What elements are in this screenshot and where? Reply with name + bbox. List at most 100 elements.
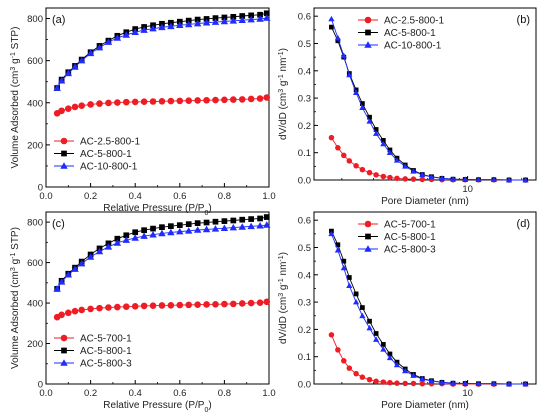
data-point bbox=[335, 242, 341, 248]
data-point bbox=[346, 275, 352, 280]
x-tick-label: 0.6 bbox=[173, 388, 186, 399]
data-point bbox=[359, 374, 366, 380]
data-point bbox=[353, 89, 360, 95]
data-point bbox=[419, 171, 426, 178]
data-point bbox=[203, 96, 210, 104]
data-point bbox=[366, 169, 373, 176]
data-point bbox=[353, 370, 359, 377]
data-point bbox=[247, 95, 255, 103]
y-axis-label: dV/dD (cm3 g-1 nm-1) bbox=[278, 48, 290, 140]
data-point bbox=[230, 217, 237, 224]
data-point bbox=[194, 220, 201, 226]
data-point bbox=[263, 298, 271, 306]
panel-label: (b) bbox=[517, 14, 530, 26]
data-point bbox=[194, 301, 201, 308]
data-point bbox=[77, 56, 86, 64]
data-point bbox=[159, 224, 165, 231]
legend-marker bbox=[365, 233, 371, 240]
data-point bbox=[131, 234, 139, 241]
data-point bbox=[505, 176, 513, 183]
data-point bbox=[202, 19, 211, 26]
series-AC-5-700-1 bbox=[328, 332, 529, 387]
data-point bbox=[367, 318, 372, 324]
data-point bbox=[58, 311, 65, 319]
data-point bbox=[449, 380, 457, 386]
x-tick-label: 0.2 bbox=[84, 388, 97, 399]
data-point bbox=[193, 226, 202, 233]
x-tick-label: 0.0 bbox=[39, 191, 52, 202]
data-point bbox=[522, 176, 529, 183]
series-AC-5-700-1 bbox=[53, 298, 271, 321]
data-point bbox=[86, 49, 95, 57]
x-tick-label: 0.8 bbox=[218, 191, 231, 202]
data-point bbox=[140, 232, 148, 239]
data-point bbox=[149, 302, 157, 309]
data-point bbox=[238, 96, 246, 103]
data-point bbox=[263, 221, 271, 228]
data-point bbox=[77, 259, 86, 267]
data-point bbox=[96, 304, 103, 312]
data-point bbox=[366, 324, 373, 331]
data-point bbox=[185, 227, 193, 234]
data-point bbox=[359, 166, 366, 173]
data-point bbox=[263, 214, 270, 220]
y-tick-label: 0.0 bbox=[298, 380, 311, 391]
data-point bbox=[140, 302, 148, 310]
data-point bbox=[402, 367, 409, 374]
legend-entry: AC-10-800-1 bbox=[384, 41, 442, 52]
data-point bbox=[149, 230, 157, 238]
legend: AC-2.5-800-1AC-5-800-1 AC-10-800-1 bbox=[54, 137, 140, 173]
data-point bbox=[239, 13, 246, 19]
data-point bbox=[335, 38, 341, 44]
data-point bbox=[65, 309, 72, 317]
data-point bbox=[104, 243, 113, 250]
data-point bbox=[387, 379, 393, 386]
legend-entry: AC-5-800-1 bbox=[384, 232, 436, 243]
x-tick-label: 0.0 bbox=[39, 388, 52, 399]
data-point bbox=[238, 223, 246, 230]
data-point bbox=[256, 222, 264, 229]
data-point bbox=[335, 347, 341, 353]
data-point bbox=[366, 376, 373, 383]
data-point bbox=[194, 16, 201, 23]
data-point bbox=[428, 173, 435, 180]
data-point bbox=[229, 17, 238, 24]
data-point bbox=[359, 312, 366, 319]
data-point bbox=[230, 13, 237, 20]
data-point bbox=[329, 24, 334, 30]
data-point bbox=[393, 157, 401, 163]
data-point bbox=[185, 301, 193, 309]
data-point bbox=[410, 372, 417, 378]
data-point bbox=[221, 14, 228, 21]
data-point bbox=[221, 96, 228, 104]
data-point bbox=[96, 100, 103, 107]
data-point bbox=[140, 26, 148, 33]
data-point bbox=[202, 225, 211, 233]
panel-b: 10 0.0 0.1 0.2 0.3 0.4 0.5 0.6 Pore Diameter (nm… bbox=[278, 7, 537, 207]
data-point bbox=[239, 216, 246, 223]
y-tick-label: 0 bbox=[38, 183, 43, 194]
data-point bbox=[95, 247, 104, 255]
legend-marker bbox=[364, 245, 372, 252]
data-point bbox=[449, 176, 457, 182]
x-tick-label: 1.0 bbox=[262, 388, 275, 399]
series-AC-5-800-3 bbox=[53, 221, 271, 292]
data-point bbox=[247, 299, 255, 307]
data-point bbox=[257, 215, 263, 222]
data-point bbox=[328, 332, 335, 338]
data-point bbox=[212, 300, 219, 308]
series-line bbox=[331, 137, 526, 181]
panel-label: (a) bbox=[52, 14, 65, 26]
data-point bbox=[328, 15, 335, 22]
data-point bbox=[71, 63, 79, 70]
data-point bbox=[158, 229, 166, 237]
data-point bbox=[490, 380, 497, 387]
data-point bbox=[387, 351, 393, 357]
data-point bbox=[78, 102, 85, 110]
data-point bbox=[373, 336, 380, 342]
data-point bbox=[402, 163, 409, 169]
y-tick-label: 0.1 bbox=[298, 352, 311, 363]
data-point bbox=[176, 222, 183, 229]
panel-label: (c) bbox=[52, 218, 65, 230]
